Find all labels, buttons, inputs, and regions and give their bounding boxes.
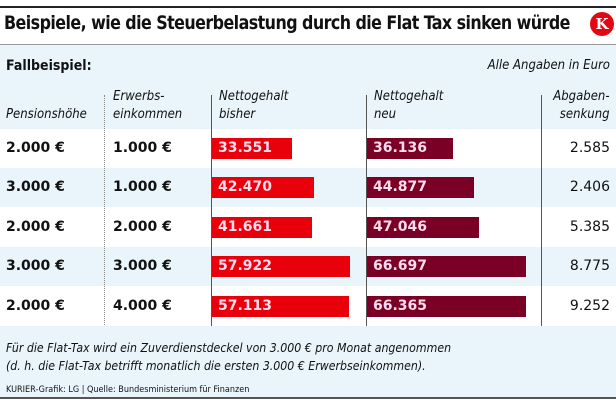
- footnote-line-2: (d. h. die Flat-Tax betrifft monatlich d…: [6, 358, 426, 373]
- chart-title: Beispiele, wie die Steuerbelastung durch…: [4, 12, 570, 34]
- axis-neu: [366, 95, 367, 327]
- col-header-bisher: Nettogehalt bisher: [219, 89, 289, 122]
- col-header-neu: Nettogehalt neu: [374, 89, 444, 122]
- column-divider: [104, 95, 105, 327]
- pension-cell: 3.000 €: [6, 179, 65, 196]
- pension-cell: 2.000 €: [6, 218, 65, 235]
- erwerb-cell: 4.000 €: [113, 297, 172, 314]
- erwerb-cell: 3.000 €: [113, 258, 172, 275]
- footer-band: [0, 326, 616, 398]
- header-band: [0, 45, 616, 129]
- kurier-logo: K: [590, 12, 614, 36]
- table-row: 3.000 € 1.000 € 42.470 44.877 2.406: [0, 168, 616, 208]
- senkung-cell: 2.585: [569, 140, 610, 156]
- bar-bisher: 41.661: [212, 216, 312, 238]
- erwerb-cell: 1.000 €: [113, 179, 172, 196]
- bar-neu: 66.365: [367, 295, 526, 317]
- bar-bisher: 57.922: [212, 256, 351, 278]
- erwerb-cell: 1.000 €: [113, 140, 172, 156]
- subtitle: Fallbeispiel:: [6, 58, 92, 74]
- pension-cell: 2.000 €: [6, 140, 65, 156]
- credit: KURIER-Grafik: LG | Quelle: Bundesminist…: [6, 385, 250, 395]
- table-row: 2.000 € 4.000 € 57.113 66.365 9.252: [0, 287, 616, 326]
- bar-bisher: 57.113: [212, 295, 349, 317]
- unit-note: Alle Angaben in Euro: [487, 58, 610, 73]
- col-header-senkung: Abgaben- senkung: [553, 89, 610, 122]
- col-header-pension: Pensionshöhe: [6, 107, 87, 122]
- bar-neu: 44.877: [367, 177, 475, 199]
- senkung-cell: 8.775: [569, 258, 610, 275]
- erwerb-cell: 2.000 €: [113, 218, 172, 235]
- table-row: 3.000 € 3.000 € 57.922 66.697 8.775: [0, 247, 616, 287]
- bar-bisher: 33.551: [212, 138, 293, 159]
- pension-cell: 2.000 €: [6, 297, 65, 314]
- footnote-line-1: Für die Flat-Tax wird ein Zuverdienstdec…: [6, 340, 452, 355]
- table-row: 2.000 € 2.000 € 41.661 47.046 5.385: [0, 208, 616, 247]
- axis-senkung: [541, 95, 542, 327]
- senkung-cell: 9.252: [569, 297, 610, 314]
- bottom-rule: [0, 397, 616, 399]
- senkung-cell: 5.385: [569, 218, 610, 235]
- senkung-cell: 2.406: [569, 179, 610, 196]
- top-rule: [0, 6, 616, 8]
- bar-neu: 47.046: [367, 216, 480, 238]
- title-divider: [0, 44, 616, 45]
- axis-bisher: [211, 95, 212, 327]
- table-row: 2.000 € 1.000 € 33.551 36.136 2.585: [0, 129, 616, 168]
- col-header-erwerb: Erwerbs- einkommen: [113, 89, 183, 122]
- bar-bisher: 42.470: [212, 177, 314, 199]
- bar-neu: 66.697: [367, 256, 527, 278]
- bar-neu: 36.136: [367, 138, 454, 159]
- pension-cell: 3.000 €: [6, 258, 65, 275]
